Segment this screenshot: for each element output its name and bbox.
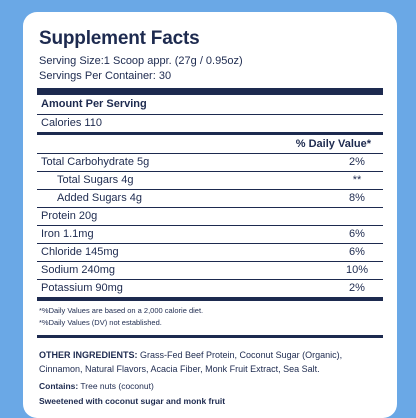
nutrient-daily-value: ** xyxy=(352,174,362,186)
nutrient-row: Added Sugars 4g 8% xyxy=(37,190,383,208)
nutrient-daily-value xyxy=(337,208,377,225)
nutrient-row: Chloride 145mg 6% xyxy=(37,244,383,262)
nutrient-row: Total Sugars 4g ** xyxy=(37,172,383,190)
serving-size: Serving Size:1 Scoop appr. (27g / 0.95oz… xyxy=(39,55,243,67)
supplement-facts-card: Supplement Facts Serving Size:1 Scoop ap… xyxy=(23,12,397,418)
footnote-not-established: *%Daily Values (DV) not established. xyxy=(39,318,162,327)
contains-text: Tree nuts (coconut) xyxy=(78,381,154,391)
nutrient-name: Iron 1.1mg xyxy=(41,228,94,240)
nutrient-row: Total Carbohydrate 5g 2% xyxy=(37,154,383,172)
thick-divider xyxy=(37,88,383,95)
ingredients-text: Grass-Fed Beef Protein, Coconut Sugar (O… xyxy=(39,350,343,374)
sweetened-note: Sweetened with coconut sugar and monk fr… xyxy=(39,396,226,406)
daily-value-header: % Daily Value* xyxy=(37,135,383,154)
ingredients-label: OTHER INGREDIENTS: xyxy=(39,350,138,360)
contains-label: Contains: xyxy=(39,381,79,391)
nutrient-daily-value: 2% xyxy=(349,156,365,168)
calories: Calories 110 xyxy=(41,117,102,129)
nutrient-table: Total Carbohydrate 5g 2% Total Sugars 4g **… xyxy=(37,154,383,298)
nutrient-name: Added Sugars 4g xyxy=(57,192,143,204)
nutrient-row: Protein 20g xyxy=(37,208,383,226)
nutrient-daily-value: 10% xyxy=(345,264,369,276)
footnotes: *%Daily Values are based on a 2,000 calo… xyxy=(37,301,383,329)
nutrient-name: Chloride 145mg xyxy=(41,246,119,258)
bottom-divider xyxy=(37,298,383,301)
footnote-divider xyxy=(37,335,383,338)
nutrient-daily-value: 6% xyxy=(349,246,365,258)
nutrient-daily-value: 2% xyxy=(349,282,365,294)
contains: Contains: Tree nuts (coconut) xyxy=(37,376,383,391)
nutrient-name: Sodium 240mg xyxy=(41,264,115,276)
amount-per-serving: Amount Per Serving xyxy=(37,95,383,115)
nutrient-name: Total Sugars 4g xyxy=(57,174,134,186)
nutrient-row: Iron 1.1mg 6% xyxy=(37,226,383,244)
servings-per-container: Servings Per Container: 30 xyxy=(39,70,172,82)
footnote-daily-values: *%Daily Values are based on a 2,000 calo… xyxy=(39,306,204,315)
nutrient-name: Protein 20g xyxy=(41,210,98,222)
nutrient-daily-value: 8% xyxy=(349,192,365,204)
nutrient-row: Sodium 240mg 10% xyxy=(37,262,383,280)
nutrient-name: Potassium 90mg xyxy=(41,282,123,294)
nutrient-daily-value: 6% xyxy=(349,228,365,240)
nutrient-name: Total Carbohydrate 5g xyxy=(41,156,150,168)
other-ingredients: OTHER INGREDIENTS: Grass-Fed Beef Protei… xyxy=(37,338,383,376)
medium-divider xyxy=(37,132,383,135)
nutrient-row: Potassium 90mg 2% xyxy=(37,280,383,298)
panel-title: Supplement Facts xyxy=(39,28,200,49)
